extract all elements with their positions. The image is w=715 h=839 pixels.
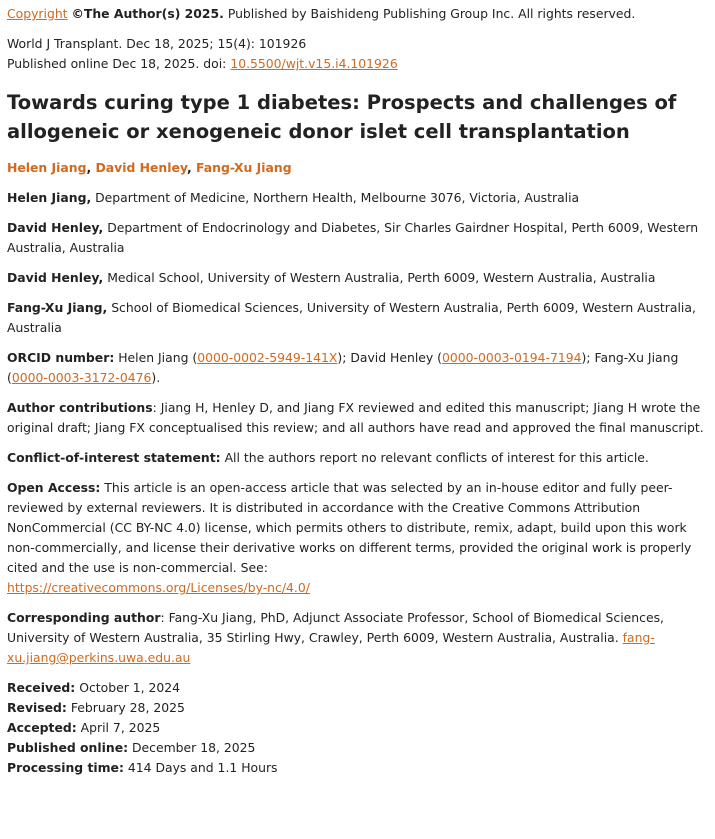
affiliation-text: Medical School, University of Western Au… <box>107 270 656 285</box>
affiliation-name: Fang-Xu Jiang, <box>7 300 108 315</box>
date-value: December 18, 2025 <box>132 740 256 755</box>
affiliation: Helen Jiang, Department of Medicine, Nor… <box>7 188 707 208</box>
open-access-label: Open Access: <box>7 480 101 495</box>
contributions-text: : Jiang H, Henley D, and Jiang FX review… <box>7 400 704 435</box>
affiliation-name: David Henley, <box>7 270 104 285</box>
affiliation-name: Helen Jiang, <box>7 190 92 205</box>
date-value: October 1, 2024 <box>79 680 181 695</box>
conflict-text: All the authors report no relevant confl… <box>224 450 649 465</box>
orcid-link[interactable]: 0000-0003-3172-0476 <box>11 370 152 385</box>
affiliation-text: Department of Endocrinology and Diabetes… <box>7 220 699 255</box>
orcid-text: Helen Jiang ( <box>118 350 198 365</box>
date-label: Revised: <box>7 700 67 715</box>
copyright-text: Published by Baishideng Publishing Group… <box>227 6 636 21</box>
affiliation: Fang-Xu Jiang, School of Biomedical Scie… <box>7 298 707 338</box>
date-label: Processing time: <box>7 760 124 775</box>
date-value: 414 Days and 1.1 Hours <box>127 760 278 775</box>
author-link[interactable]: Helen Jiang <box>7 160 87 175</box>
article-header: Copyright ©The Author(s) 2025. Published… <box>7 4 707 778</box>
affiliation-text: School of Biomedical Sciences, Universit… <box>7 300 696 335</box>
author-link[interactable]: Fang-Xu Jiang <box>196 160 292 175</box>
corresponding-text: : Fang-Xu Jiang, PhD, Adjunct Associate … <box>7 610 664 645</box>
author-list: Helen Jiang, David Henley, Fang-Xu Jiang <box>7 160 292 175</box>
date-received: Received: October 1, 2024 <box>7 678 707 698</box>
author-link[interactable]: David Henley <box>95 160 188 175</box>
orcid-link[interactable]: 0000-0002-5949-141X <box>197 350 338 365</box>
orcid-link[interactable]: 0000-0003-0194-7194 <box>442 350 582 365</box>
processing-time: Processing time: 414 Days and 1.1 Hours <box>7 758 707 778</box>
date-published: Published online: December 18, 2025 <box>7 738 707 758</box>
orcid-text: ); Fang-Xu Jiang ( <box>7 350 679 385</box>
corresponding-author: Corresponding author: Fang-Xu Jiang, PhD… <box>7 608 707 668</box>
date-value: February 28, 2025 <box>70 700 185 715</box>
conflict-label: Conflict-of-interest statement: <box>7 450 221 465</box>
doi-link[interactable]: 10.5500/wjt.v15.i4.101926 <box>230 56 398 71</box>
published-online: Published online Dec 18, 2025. doi: <box>7 56 227 71</box>
open-access: Open Access: This article is an open-acc… <box>7 478 707 598</box>
copyright-holder: ©The Author(s) 2025. <box>71 6 224 21</box>
affiliation: David Henley, Medical School, University… <box>7 268 707 288</box>
date-label: Accepted: <box>7 720 77 735</box>
affiliation-name: David Henley, <box>7 220 104 235</box>
article-title: Towards curing type 1 diabetes: Prospect… <box>7 91 677 143</box>
affiliation: David Henley, Department of Endocrinolog… <box>7 218 707 258</box>
orcid-text: ); David Henley ( <box>337 350 442 365</box>
copyright-link[interactable]: Copyright <box>7 6 68 21</box>
orcid-label: ORCID number: <box>7 350 115 365</box>
citation: World J Transplant. Dec 18, 2025; 15(4):… <box>7 34 707 74</box>
orcid-text: ). <box>151 370 161 385</box>
dates: Received: October 1, 2024 Revised: Febru… <box>7 678 707 778</box>
date-accepted: Accepted: April 7, 2025 <box>7 718 707 738</box>
copyright-line: Copyright ©The Author(s) 2025. Published… <box>7 4 707 24</box>
date-value: April 7, 2025 <box>80 720 161 735</box>
date-label: Received: <box>7 680 76 695</box>
corresponding-label: Corresponding author <box>7 610 161 625</box>
journal-citation: World J Transplant. Dec 18, 2025; 15(4):… <box>7 36 307 51</box>
date-revised: Revised: February 28, 2025 <box>7 698 707 718</box>
email-link[interactable]: fang-xu.jiang@perkins.uwa.edu.au <box>7 630 655 665</box>
author-contributions: Author contributions: Jiang H, Henley D,… <box>7 398 707 438</box>
license-link[interactable]: https://creativecommons.org/Licenses/by-… <box>7 580 310 595</box>
affiliation-text: Department of Medicine, Northern Health,… <box>95 190 580 205</box>
conflict-statement: Conflict-of-interest statement: All the … <box>7 448 707 468</box>
orcid-section: ORCID number: Helen Jiang (0000-0002-594… <box>7 348 707 388</box>
open-access-text: This article is an open-access article t… <box>7 480 692 575</box>
contributions-label: Author contributions <box>7 400 153 415</box>
date-label: Published online: <box>7 740 129 755</box>
